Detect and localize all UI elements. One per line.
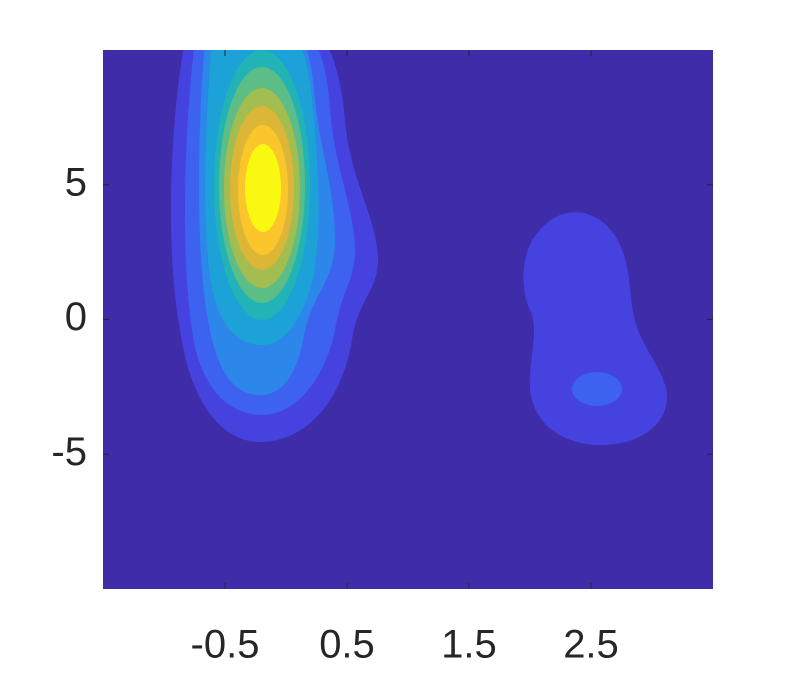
- axes: -0.5 0.5 1.5 2.5 -5 0 5: [51, 50, 713, 667]
- contour-level: [523, 212, 668, 445]
- contour-level: [572, 372, 622, 406]
- contour-level: [245, 144, 281, 232]
- plot-area: [103, 50, 713, 589]
- y-tick-label: 0: [65, 295, 87, 339]
- x-tick-label: 1.5: [441, 623, 497, 667]
- x-tick-label: 2.5: [563, 623, 619, 667]
- x-tick-label: 0.5: [319, 623, 375, 667]
- y-tick-label: 5: [65, 160, 87, 204]
- x-tick-label: -0.5: [191, 623, 260, 667]
- y-tick-label: -5: [51, 430, 87, 474]
